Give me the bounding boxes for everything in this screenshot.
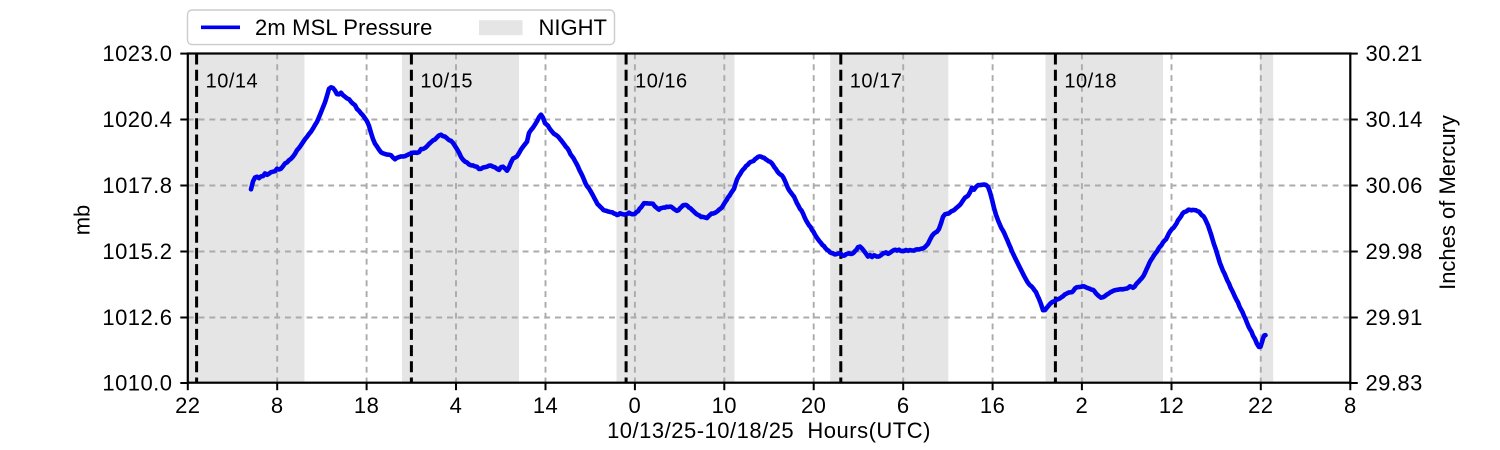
svg-text:2m MSL Pressure: 2m MSL Pressure (255, 15, 433, 40)
svg-text:4: 4 (450, 393, 463, 418)
svg-text:12: 12 (1159, 393, 1184, 418)
svg-text:NIGHT: NIGHT (539, 15, 607, 40)
svg-text:29.83: 29.83 (1366, 371, 1423, 396)
svg-text:20: 20 (801, 393, 826, 418)
svg-text:8: 8 (1344, 393, 1357, 418)
svg-text:29.91: 29.91 (1366, 305, 1423, 330)
svg-text:Inches of Mercury: Inches of Mercury (1435, 115, 1460, 290)
svg-text:18: 18 (354, 393, 379, 418)
svg-text:1012.6: 1012.6 (102, 305, 172, 330)
svg-text:2: 2 (1076, 393, 1089, 418)
svg-text:10/14: 10/14 (206, 71, 259, 93)
svg-text:16: 16 (980, 393, 1005, 418)
svg-text:30.06: 30.06 (1366, 173, 1423, 198)
svg-text:22: 22 (1248, 393, 1273, 418)
svg-text:10/17: 10/17 (850, 71, 903, 93)
svg-text:0: 0 (629, 393, 642, 418)
svg-text:10: 10 (712, 393, 737, 418)
svg-text:10/16: 10/16 (635, 71, 688, 93)
svg-text:1023.0: 1023.0 (102, 41, 172, 66)
svg-text:1015.2: 1015.2 (102, 239, 172, 264)
svg-text:10/15: 10/15 (420, 71, 473, 93)
svg-text:1010.0: 1010.0 (102, 371, 172, 396)
svg-text:30.14: 30.14 (1366, 107, 1423, 132)
svg-text:22: 22 (175, 393, 200, 418)
svg-text:6: 6 (897, 393, 910, 418)
svg-text:1017.8: 1017.8 (102, 173, 172, 198)
svg-text:29.98: 29.98 (1366, 239, 1423, 264)
svg-text:30.21: 30.21 (1366, 41, 1423, 66)
svg-text:10/13/25-10/18/25 Hours(UTC): 10/13/25-10/18/25 Hours(UTC) (607, 418, 931, 443)
svg-text:14: 14 (533, 393, 558, 418)
svg-text:mb: mb (70, 205, 95, 236)
svg-text:8: 8 (271, 393, 284, 418)
svg-text:10/18: 10/18 (1064, 71, 1117, 93)
svg-text:1020.4: 1020.4 (102, 107, 172, 132)
